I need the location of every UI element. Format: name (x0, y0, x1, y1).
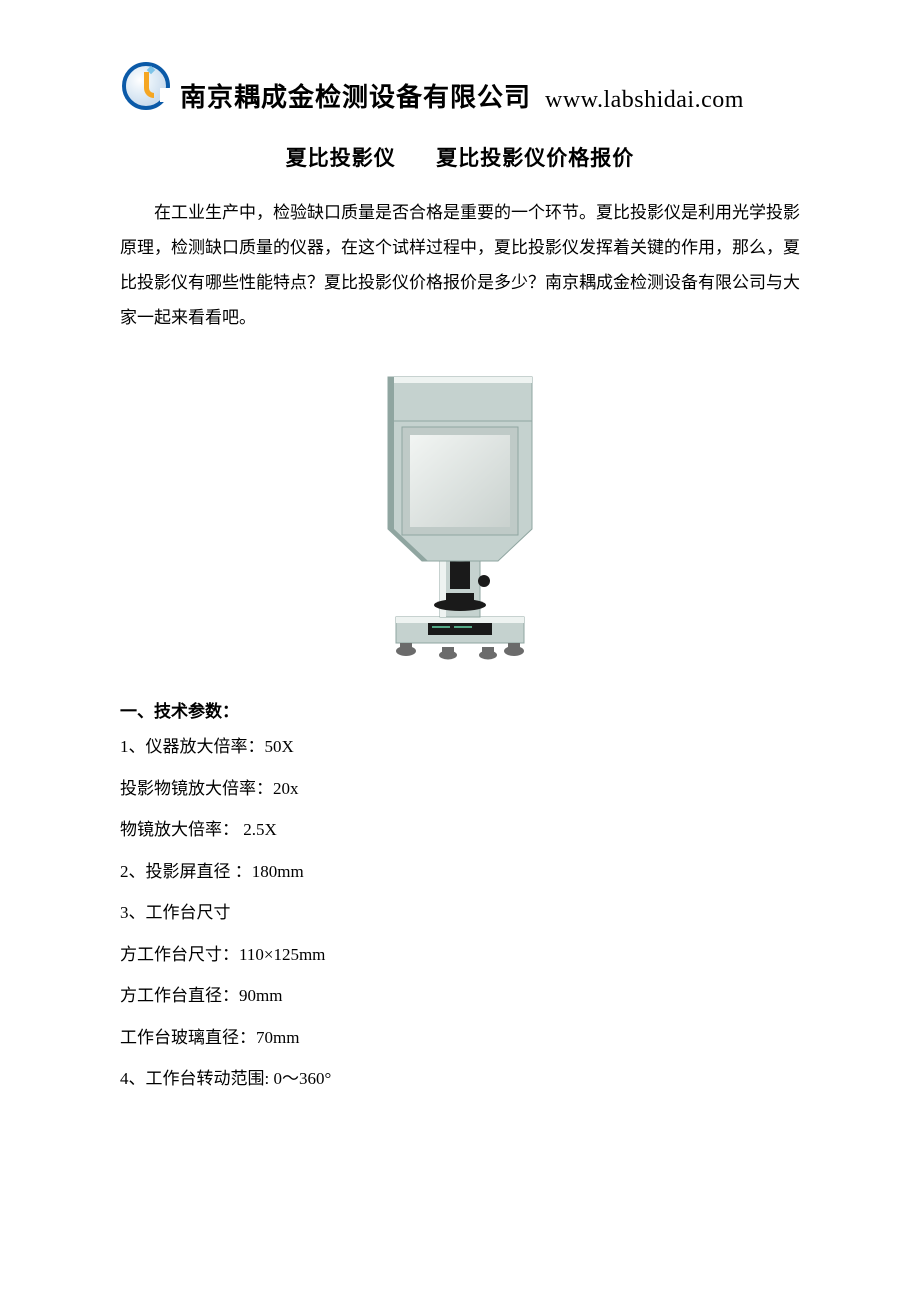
spec-line: 物镜放大倍率： 2.5X (120, 817, 800, 843)
spec-line: 1、仪器放大倍率：50X (120, 734, 800, 760)
website-url: www.labshidai.com (545, 87, 744, 114)
spec-line: 2、投影屏直径 ：180mm (120, 859, 800, 885)
document-title: 夏比投影仪 夏比投影仪价格报价 (120, 142, 800, 172)
intro-paragraph: 在工业生产中，检验缺口质量是否合格是重要的一个环节。夏比投影仪是利用光学投影原理… (120, 196, 800, 335)
section-heading-specs: 一、技术参数： (120, 697, 800, 722)
title-part-2: 夏比投影仪价格报价 (436, 146, 634, 170)
projector-device-icon (340, 361, 580, 666)
page-header: 南京耦成金检测设备有限公司 www.labshidai.com (120, 60, 800, 114)
spec-line: 3、工作台尺寸 (120, 900, 800, 926)
title-part-1: 夏比投影仪 (286, 146, 396, 170)
product-figure (120, 361, 800, 671)
document-page: 南京耦成金检测设备有限公司 www.labshidai.com 夏比投影仪 夏比… (0, 0, 920, 1302)
spec-line: 4、工作台转动范围: 0～360° (120, 1066, 800, 1092)
spec-line: 工作台玻璃直径：70mm (120, 1025, 800, 1051)
company-logo-icon (120, 60, 174, 114)
company-name: 南京耦成金检测设备有限公司 (180, 77, 531, 114)
spec-line: 方工作台尺寸：110×125mm (120, 942, 800, 968)
spec-line: 投影物镜放大倍率：20x (120, 776, 800, 802)
spec-line: 方工作台直径：90mm (120, 983, 800, 1009)
